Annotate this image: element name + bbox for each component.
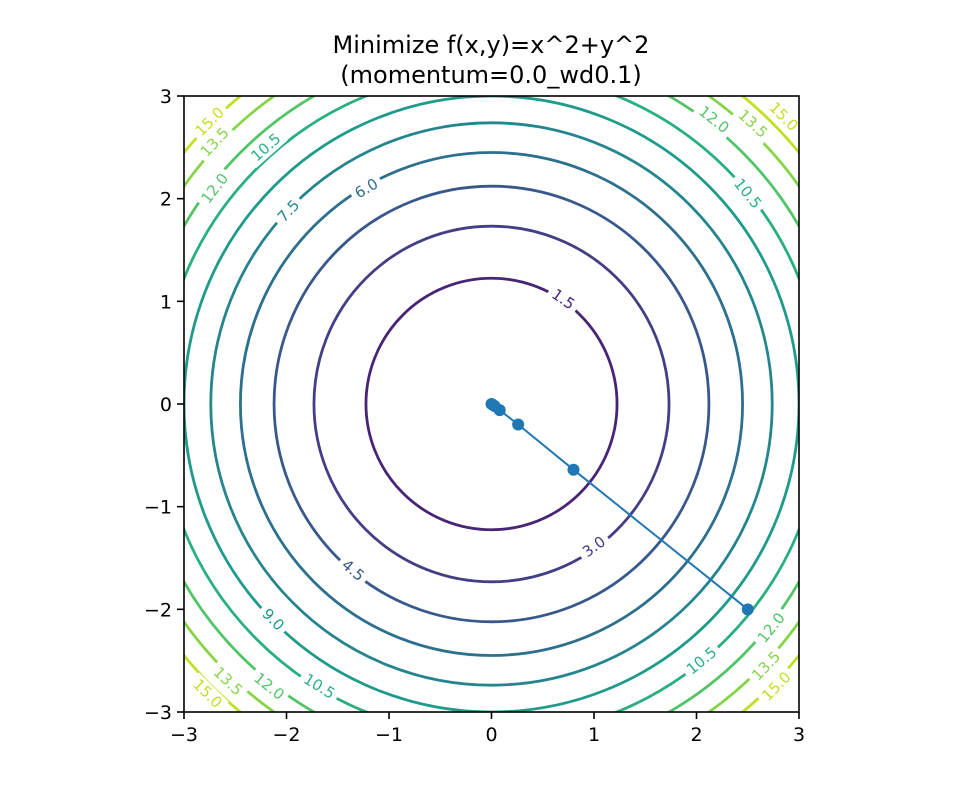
- contour-line: [209, 121, 774, 687]
- contour-label-gap: [188, 100, 231, 143]
- contour-label: 12.0: [751, 605, 792, 650]
- contour-label-gap: [244, 126, 288, 168]
- y-tick-label: −3: [144, 702, 172, 724]
- y-tick-label: 0: [160, 394, 172, 416]
- contour-line: [312, 224, 671, 584]
- contour-label-gap: [751, 605, 792, 650]
- contour-label-gap: [193, 120, 236, 164]
- chart-subtitle: (momentum=0.0_wd0.1): [340, 61, 641, 89]
- x-tick-label: 0: [485, 724, 497, 746]
- x-tick-label: −2: [272, 724, 300, 746]
- contour-label-gap: [731, 102, 775, 145]
- contour-label: 6.0: [347, 172, 386, 205]
- trajectory-point: [485, 398, 498, 410]
- y-tick-label: −2: [144, 599, 172, 621]
- contour-label: 10.5: [727, 171, 769, 216]
- optimizer-trajectory: [485, 398, 754, 616]
- contour-lines: [184, 96, 799, 712]
- y-tick-label: 2: [160, 189, 172, 211]
- contour-label: 15.0: [186, 672, 229, 715]
- contour-label: 12.0: [194, 166, 235, 211]
- trajectory-point: [741, 603, 754, 616]
- contour-label: 10.5: [679, 640, 724, 681]
- contour-label: 12.0: [691, 99, 737, 140]
- contour-label-gap: [755, 665, 798, 708]
- contour-label-gap: [762, 95, 805, 138]
- trajectory-point: [512, 418, 525, 431]
- y-tick-label: 1: [160, 291, 172, 313]
- contour-label-gap: [727, 171, 769, 216]
- contour-label: 12.0: [247, 666, 292, 707]
- x-tick-label: −1: [375, 724, 403, 746]
- contour-line: [239, 151, 744, 657]
- contour-label-gap: [745, 644, 788, 688]
- contour-label-gap: [679, 640, 724, 681]
- trajectory-point: [567, 463, 580, 476]
- chart-title: Minimize f(x,y)=x^2+y^2: [333, 31, 650, 59]
- contour-label-gap: [186, 672, 229, 715]
- contour-line: [364, 276, 619, 532]
- contour-label-gap: [347, 172, 386, 205]
- contour-label: 10.5: [296, 667, 342, 705]
- x-tick-label: 3: [793, 724, 805, 746]
- contour-label-gap: [194, 166, 235, 211]
- contour-label-gap: [334, 552, 372, 588]
- y-tick-label: −1: [144, 497, 172, 519]
- contour-label-gap: [206, 660, 250, 703]
- contour-label-gap: [691, 99, 737, 140]
- x-tick-label: 2: [690, 724, 702, 746]
- contour-label-gap: [255, 601, 292, 638]
- contour-label-gap: [270, 192, 307, 230]
- x-tick-label: 1: [588, 724, 600, 746]
- axes: −3 −2 −1 0 1 2 3 −3 −2 −1 0 1 2 3: [144, 86, 805, 746]
- x-tick-label: −3: [170, 724, 198, 746]
- contour-label-gap: [296, 667, 342, 705]
- contour-line: [272, 184, 711, 624]
- y-tick-label: 3: [160, 86, 172, 108]
- contour-label-gap: [247, 666, 292, 707]
- contour-label-gap: [544, 282, 582, 317]
- contour-label-gap: [575, 529, 613, 564]
